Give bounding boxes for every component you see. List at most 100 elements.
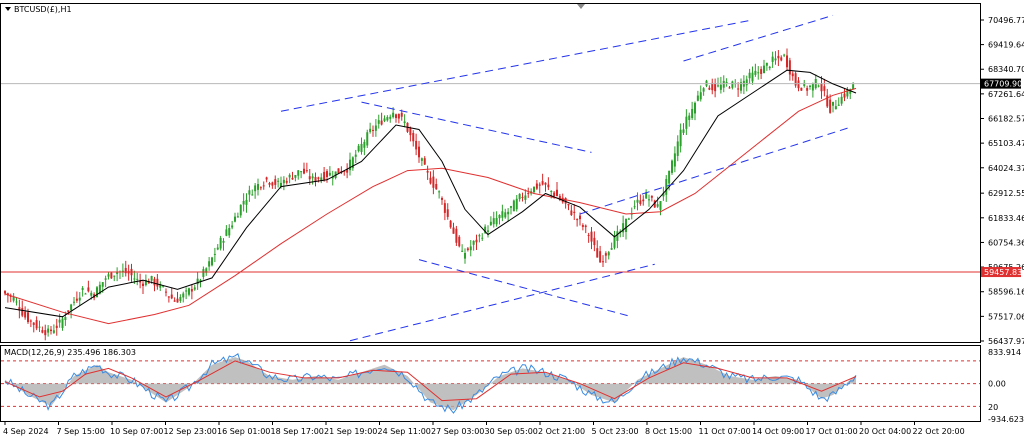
bull-candle xyxy=(719,84,722,90)
time-axis-label: 30 Sep 05:00 xyxy=(485,427,538,436)
chart-menu-triangle-icon[interactable] xyxy=(5,7,11,11)
bear-candle xyxy=(429,177,432,184)
time-axis-label: 16 Sep 01:00 xyxy=(217,427,270,436)
bear-candle xyxy=(415,140,418,150)
bull-candle xyxy=(389,116,392,119)
bear-candle xyxy=(806,88,809,91)
bear-candle xyxy=(165,291,167,293)
bull-candle xyxy=(633,206,636,208)
time-axis-label: 4 Sep 2024 xyxy=(3,427,49,436)
bear-candle xyxy=(650,195,653,198)
time-axis-label: 17 Oct 01:00 xyxy=(806,427,858,436)
time-axis-label: 14 Oct 09:00 xyxy=(752,427,804,436)
bear-candle xyxy=(274,179,277,185)
time-axis-label: 7 Sep 15:00 xyxy=(57,427,105,436)
bull-candle xyxy=(90,292,93,296)
bull-candle xyxy=(179,297,182,302)
bull-candle xyxy=(121,270,124,272)
bull-candle xyxy=(116,271,119,274)
current-price-label: 67709.90 xyxy=(984,80,1022,89)
time-axis-label: 18 Sep 17:00 xyxy=(271,427,324,436)
bull-candle xyxy=(685,116,688,129)
bear-candle xyxy=(553,192,556,196)
bull-candle xyxy=(507,211,510,215)
bull-candle xyxy=(676,141,679,156)
bear-candle xyxy=(41,330,44,333)
bull-candle xyxy=(699,92,702,100)
bull-candle xyxy=(159,284,162,288)
bear-candle xyxy=(176,298,179,303)
scroll-marker-icon[interactable] xyxy=(577,4,585,9)
bull-candle xyxy=(107,274,110,277)
bull-candle xyxy=(245,199,248,205)
bear-candle xyxy=(737,88,740,90)
bull-candle xyxy=(280,182,282,187)
slow-moving-average-line xyxy=(4,87,857,325)
bull-candle xyxy=(673,153,676,167)
bear-candle xyxy=(443,203,446,213)
bear-candle xyxy=(308,176,311,180)
bear-candle xyxy=(190,289,193,292)
bear-candle xyxy=(55,325,58,328)
bull-candle xyxy=(254,185,257,192)
bull-candle xyxy=(81,287,84,290)
bear-candle xyxy=(24,311,27,318)
flag-lower-line xyxy=(418,259,632,318)
bear-candle xyxy=(653,200,656,208)
bear-candle xyxy=(110,272,113,279)
bear-candle xyxy=(397,114,400,119)
bull-candle xyxy=(487,230,489,232)
bear-candle xyxy=(44,330,47,336)
bull-candle xyxy=(98,284,101,294)
bull-candle xyxy=(182,293,185,298)
bear-candle xyxy=(29,320,32,322)
bear-candle xyxy=(567,203,570,206)
bull-candle xyxy=(811,83,814,91)
bull-candle xyxy=(38,326,41,328)
price-panel-frame xyxy=(0,3,981,343)
bull-candle xyxy=(213,253,216,255)
bull-candle xyxy=(202,269,205,277)
bear-candle xyxy=(794,73,797,86)
bear-candle xyxy=(18,307,21,311)
bear-candle xyxy=(35,320,38,329)
bull-candle xyxy=(354,154,357,157)
price-axis-label: 60754.36 xyxy=(988,238,1024,247)
bull-candle xyxy=(622,223,625,233)
bull-candle xyxy=(702,88,705,92)
bear-candle xyxy=(466,248,469,251)
macd-axis-label-lower: 20 xyxy=(988,403,998,412)
bear-candle xyxy=(458,236,461,247)
bear-candle xyxy=(558,195,561,200)
bull-candle xyxy=(225,229,228,236)
bull-candle xyxy=(216,247,219,250)
bear-candle xyxy=(642,199,645,202)
bull-candle xyxy=(236,216,239,218)
support-level-badge xyxy=(981,267,1021,278)
bear-candle xyxy=(173,300,176,302)
bull-candle xyxy=(616,231,619,241)
bear-candle xyxy=(372,129,374,131)
bull-candle xyxy=(610,248,613,250)
bear-candle xyxy=(337,168,340,174)
bull-candle xyxy=(607,252,610,256)
bear-candle xyxy=(147,281,150,284)
bull-candle xyxy=(144,279,147,286)
bear-candle xyxy=(32,322,35,325)
bull-candle xyxy=(481,237,484,239)
bull-candle xyxy=(297,170,300,176)
time-axis-label: 5 Oct 23:00 xyxy=(592,427,639,436)
bull-candle xyxy=(228,228,231,236)
bear-candle xyxy=(265,177,268,180)
bull-candle xyxy=(257,184,259,190)
price-axis-label: 68340.70 xyxy=(988,65,1024,74)
bull-candle xyxy=(731,81,734,88)
bull-candle xyxy=(472,240,475,245)
bear-candle xyxy=(400,112,403,117)
bull-candle xyxy=(484,226,487,233)
bull-candle xyxy=(512,200,515,212)
bull-candle xyxy=(357,145,360,152)
bear-candle xyxy=(544,182,547,185)
